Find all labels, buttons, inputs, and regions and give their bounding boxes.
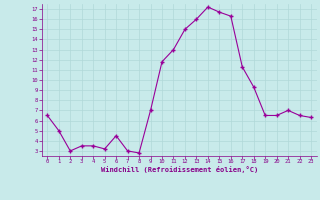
X-axis label: Windchill (Refroidissement éolien,°C): Windchill (Refroidissement éolien,°C) bbox=[100, 166, 258, 173]
